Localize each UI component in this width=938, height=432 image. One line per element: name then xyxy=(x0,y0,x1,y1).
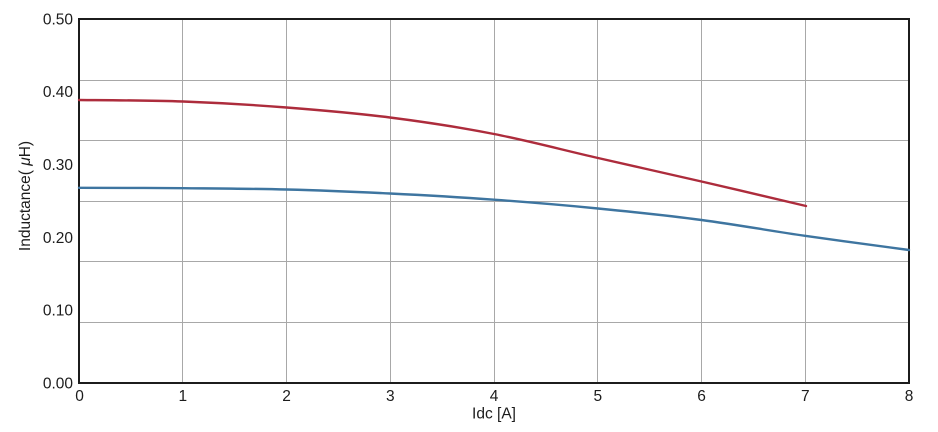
svg-text:Inductance( μH): Inductance( μH) xyxy=(17,141,34,251)
svg-text:2: 2 xyxy=(282,388,291,405)
svg-text:0.20: 0.20 xyxy=(43,230,74,247)
svg-text:0.10: 0.10 xyxy=(43,303,74,320)
svg-text:5: 5 xyxy=(593,388,602,405)
svg-text:1: 1 xyxy=(178,388,187,405)
svg-text:4: 4 xyxy=(490,388,499,405)
svg-text:0.00: 0.00 xyxy=(43,375,74,392)
svg-text:8: 8 xyxy=(905,388,914,405)
svg-text:Idc [A]: Idc [A] xyxy=(472,405,516,422)
svg-text:0: 0 xyxy=(75,388,84,405)
svg-text:0.40: 0.40 xyxy=(43,84,74,101)
svg-text:0.50: 0.50 xyxy=(43,11,74,28)
svg-text:6: 6 xyxy=(697,388,706,405)
svg-text:0.30: 0.30 xyxy=(43,157,74,174)
svg-text:7: 7 xyxy=(801,388,810,405)
svg-text:3: 3 xyxy=(386,388,395,405)
